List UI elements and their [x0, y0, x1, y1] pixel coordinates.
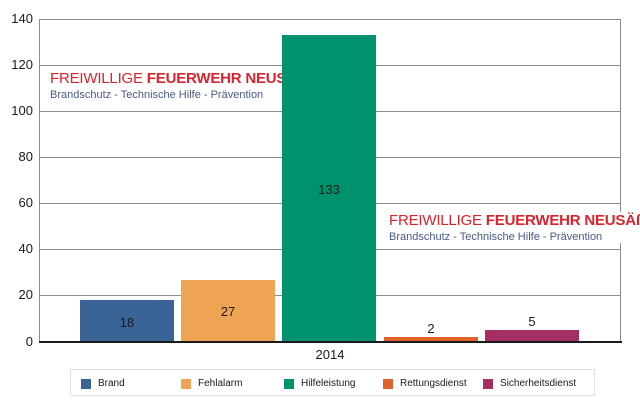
logo-watermark: FREIWILLIGE FEUERWEHR NEUSÄß Brandschutz…	[389, 212, 640, 243]
y-tick: 120	[11, 57, 33, 72]
plot-area	[39, 19, 621, 342]
bar-label-sicherheitsdienst: 5	[528, 314, 536, 329]
bar-sicherheitsdienst	[485, 330, 579, 342]
y-tick: 0	[25, 334, 33, 349]
bar-label-rettungsdienst: 2	[427, 321, 435, 336]
y-tick: 100	[11, 103, 33, 118]
legend-swatch	[284, 378, 294, 389]
bar-fehlalarm	[181, 280, 275, 342]
x-category-label: 2014	[315, 347, 345, 362]
bar-label-brand: 18	[119, 315, 135, 330]
legend-item-rettungsdienst: Rettungsdienst	[383, 378, 467, 389]
legend-item-hilfeleistung: Hilfeleistung	[284, 378, 355, 389]
x-axis	[39, 341, 622, 343]
legend: Brand Fehlalarm Hilfeleistung Rettungsdi…	[70, 369, 595, 396]
bar-brand	[80, 300, 174, 342]
legend-item-fehlalarm: Fehlalarm	[181, 378, 242, 389]
legend-swatch	[81, 378, 91, 389]
legend-swatch	[383, 378, 393, 389]
legend-item-sicherheitsdienst: Sicherheitsdienst	[483, 378, 576, 389]
bar-label-fehlalarm: 27	[220, 304, 236, 319]
y-tick: 140	[11, 11, 33, 26]
legend-swatch	[483, 378, 493, 389]
y-tick: 40	[18, 241, 33, 256]
legend-item-brand: Brand	[81, 378, 125, 389]
legend-swatch	[181, 378, 191, 389]
bar-hilfeleistung	[282, 35, 376, 342]
bar-rettungsdienst	[384, 337, 478, 342]
bar-label-hilfeleistung: 133	[318, 182, 340, 197]
y-tick: 60	[18, 195, 33, 210]
y-tick: 20	[18, 287, 33, 302]
y-tick: 80	[18, 149, 33, 164]
logo-watermark: FREIWILLIGE FEUERWEHR NEUSÄß Brandschutz…	[50, 70, 306, 101]
